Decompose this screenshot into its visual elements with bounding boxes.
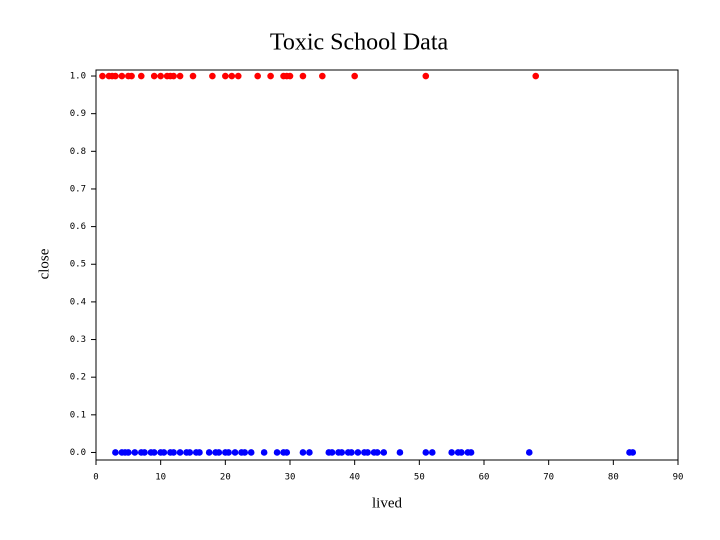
point xyxy=(267,72,274,80)
point xyxy=(260,449,268,456)
y-tick-label: 0.2 xyxy=(70,373,86,383)
point xyxy=(128,72,135,80)
point xyxy=(241,449,249,456)
x-tick-label: 80 xyxy=(608,473,619,483)
point xyxy=(99,72,106,80)
y-tick-label: 0.6 xyxy=(70,222,86,232)
point xyxy=(141,449,148,456)
point xyxy=(170,72,177,80)
point xyxy=(247,449,255,456)
plot-frame xyxy=(95,69,679,461)
x-tick-label: 90 xyxy=(673,473,684,483)
point xyxy=(176,449,184,456)
y-axis-label: close xyxy=(36,248,52,279)
point xyxy=(532,72,540,80)
point xyxy=(525,449,533,456)
point xyxy=(137,72,145,80)
point xyxy=(629,449,637,456)
point xyxy=(283,449,291,456)
point xyxy=(422,72,430,80)
point xyxy=(348,449,355,456)
y-tick-label: 0.3 xyxy=(70,335,86,345)
point xyxy=(458,449,465,456)
point xyxy=(228,72,236,80)
point xyxy=(306,449,313,456)
point xyxy=(222,72,229,80)
point xyxy=(196,449,203,456)
x-tick-label: 50 xyxy=(414,473,425,483)
point xyxy=(186,449,194,456)
x-tick-label: 0 xyxy=(93,473,98,483)
point xyxy=(364,449,371,456)
point xyxy=(286,72,294,80)
point xyxy=(170,449,177,456)
point xyxy=(467,449,475,456)
y-tick-label: 0.8 xyxy=(70,147,86,157)
x-tick-label: 70 xyxy=(543,473,554,483)
x-tick-label: 40 xyxy=(349,473,360,483)
point xyxy=(157,72,164,80)
y-tick-label: 0.4 xyxy=(70,297,86,307)
point xyxy=(254,72,261,80)
point xyxy=(176,72,184,80)
point xyxy=(205,449,213,456)
x-tick-label: 10 xyxy=(155,473,166,483)
point xyxy=(209,72,216,80)
point xyxy=(396,449,404,456)
point xyxy=(273,449,281,456)
point xyxy=(374,449,381,456)
x-tick-label: 60 xyxy=(479,473,490,483)
chart-title: Toxic School Data xyxy=(270,30,449,56)
point xyxy=(225,449,232,456)
point xyxy=(422,449,430,456)
y-tick-label: 1.0 xyxy=(70,72,86,82)
point xyxy=(150,72,158,80)
x-tick-label: 20 xyxy=(220,473,231,483)
point xyxy=(319,72,326,80)
point xyxy=(112,72,119,80)
point xyxy=(215,449,223,456)
point xyxy=(112,449,119,456)
point xyxy=(231,449,239,456)
point xyxy=(354,449,362,456)
point xyxy=(338,449,346,456)
y-tick-label: 0.1 xyxy=(70,410,86,420)
y-tick-label: 0.7 xyxy=(70,184,86,194)
y-tick-label: 0.9 xyxy=(70,109,86,119)
y-tick-label: 0.5 xyxy=(70,260,86,270)
point xyxy=(234,72,242,80)
point xyxy=(189,72,197,80)
x-axis-label: lived xyxy=(372,495,402,511)
point xyxy=(150,449,158,456)
point xyxy=(380,449,388,456)
point xyxy=(351,72,358,80)
point xyxy=(125,449,132,456)
point xyxy=(118,72,126,80)
y-tick-label: 0.0 xyxy=(70,448,86,458)
point xyxy=(299,72,307,80)
x-tick-label: 30 xyxy=(285,473,296,483)
point xyxy=(160,449,168,456)
point xyxy=(448,449,455,456)
point xyxy=(299,449,307,456)
point xyxy=(428,449,436,456)
point xyxy=(131,449,139,456)
point xyxy=(328,449,336,456)
